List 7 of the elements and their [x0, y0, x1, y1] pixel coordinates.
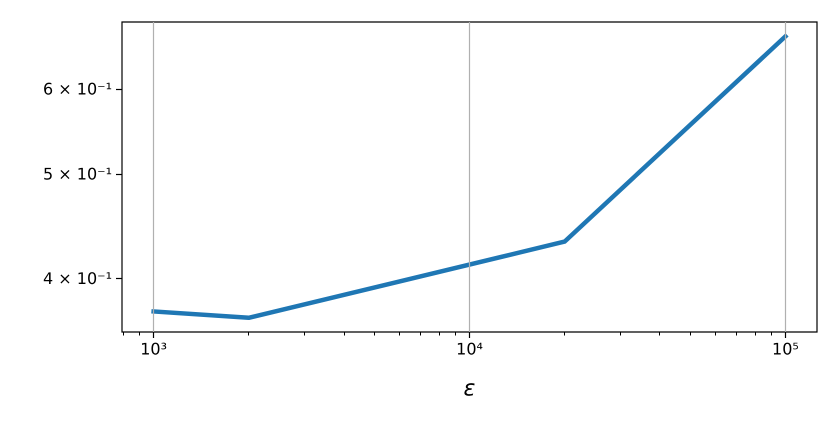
x-tick-label: 10⁴ [456, 340, 483, 358]
x-axis-title: ε [464, 376, 476, 402]
x-tick-label: 10³ [140, 340, 168, 358]
y-tick-label: 6 × 10⁻¹ [43, 79, 112, 98]
y-tick-label: 4 × 10⁻¹ [43, 269, 112, 288]
x-tick-label: 10⁵ [772, 340, 799, 358]
y-tick-label: 5 × 10⁻¹ [43, 164, 112, 184]
